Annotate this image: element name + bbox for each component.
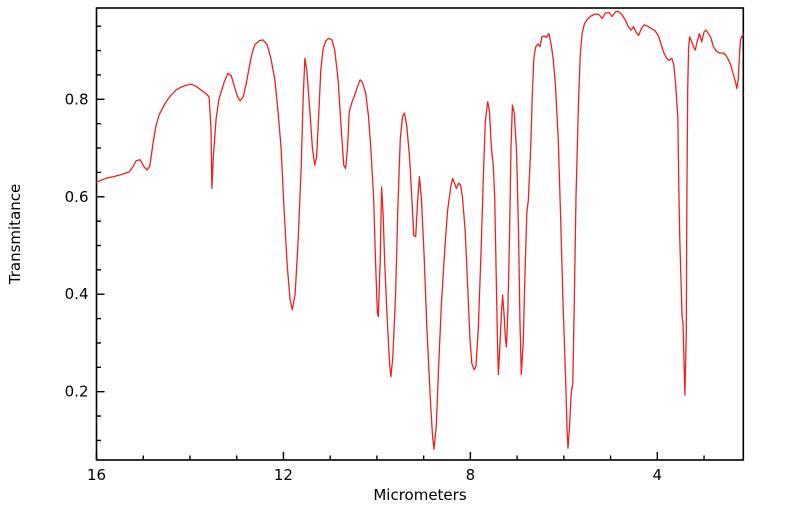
y-tick-label: 0.4 [65,285,89,303]
tick-labels: 16 12 8 4 0.2 0.4 0.6 0.8 [65,90,662,484]
x-tick-label: 16 [87,466,106,484]
x-tick-label: 4 [653,466,663,484]
spectrum-line [95,10,744,450]
x-tick-label: 8 [466,466,476,484]
x-tick-label: 12 [274,466,293,484]
x-axis-label: Micrometers [373,486,466,504]
axis-ticks [95,25,705,460]
y-tick-label: 0.6 [65,188,89,206]
y-tick-label: 0.2 [65,383,89,401]
y-axis-label: Transmitance [6,184,24,285]
y-tick-label: 0.8 [65,90,89,108]
plot-frame [95,7,745,461]
